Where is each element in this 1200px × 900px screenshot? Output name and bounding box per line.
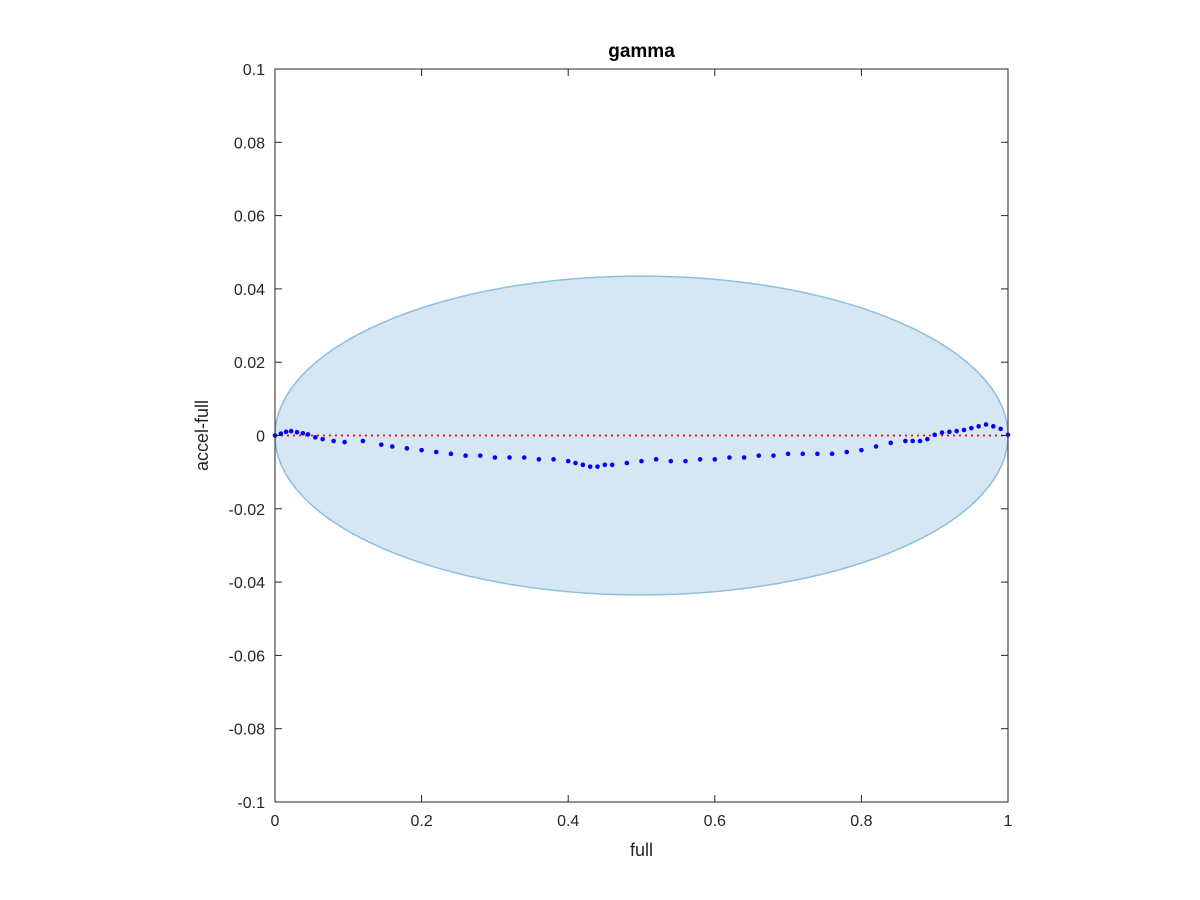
data-point — [976, 424, 981, 429]
data-point — [800, 451, 806, 457]
data-point — [741, 455, 747, 460]
data-point — [492, 455, 498, 460]
data-point — [278, 431, 284, 436]
data-point — [727, 455, 732, 460]
data-point — [785, 451, 791, 457]
y-tick-label: 0.04 — [234, 282, 265, 299]
data-point — [521, 455, 527, 460]
y-tick-label: 0.1 — [243, 62, 265, 79]
data-point — [969, 425, 974, 431]
data-point — [639, 458, 644, 464]
data-point — [873, 444, 879, 449]
chart-title: gamma — [608, 41, 675, 62]
y-tick-label: -0.1 — [237, 795, 265, 812]
data-point — [404, 446, 410, 451]
data-point — [389, 444, 395, 449]
data-point — [771, 453, 776, 458]
data-point — [829, 451, 835, 457]
data-point — [536, 457, 542, 462]
data-point — [477, 453, 483, 458]
data-point — [683, 458, 688, 464]
data-point — [888, 440, 894, 446]
data-point — [939, 430, 945, 435]
data-point — [925, 436, 930, 442]
data-point — [903, 438, 908, 444]
data-point — [815, 451, 820, 457]
data-point — [360, 438, 366, 444]
data-point — [378, 442, 384, 447]
data-point — [288, 428, 294, 434]
data-point — [961, 427, 967, 433]
x-tick-label: 0.8 — [850, 813, 872, 830]
data-point — [859, 447, 864, 453]
data-point — [991, 424, 996, 429]
y-tick-label: 0.08 — [234, 135, 265, 152]
data-point — [448, 451, 454, 457]
data-point — [565, 458, 571, 464]
data-point — [932, 432, 937, 438]
data-point — [283, 429, 289, 435]
y-tick-label: 0.06 — [234, 209, 265, 226]
data-point — [573, 460, 578, 466]
y-tick-label: -0.04 — [229, 575, 266, 592]
y-tick-label: -0.08 — [229, 722, 266, 739]
y-axis-label: accel-full — [192, 400, 212, 471]
data-point — [342, 439, 347, 445]
data-point — [463, 453, 468, 458]
x-tick-label: 0 — [271, 813, 280, 830]
data-point — [320, 436, 325, 442]
data-point — [998, 426, 1003, 432]
y-tick-label: 0 — [256, 429, 265, 446]
data-point — [433, 449, 439, 455]
y-tick-label: -0.06 — [229, 648, 266, 665]
data-point — [595, 464, 600, 469]
data-point — [551, 457, 556, 462]
x-tick-label: 0.4 — [557, 813, 579, 830]
data-point — [305, 432, 311, 437]
data-point — [294, 429, 300, 435]
x-tick-label: 0.2 — [410, 813, 432, 830]
data-point — [697, 457, 703, 462]
data-point — [668, 458, 674, 464]
data-point — [983, 422, 989, 427]
data-point — [712, 457, 718, 462]
y-tick-label: 0.02 — [234, 355, 265, 372]
data-point — [624, 460, 630, 466]
y-tick-label: -0.02 — [229, 502, 266, 519]
data-point — [507, 455, 512, 460]
data-point — [653, 457, 659, 462]
x-tick-label: 1 — [1004, 813, 1013, 830]
data-point — [580, 462, 586, 468]
data-point — [954, 428, 959, 434]
data-point — [313, 435, 318, 440]
data-point — [331, 438, 336, 444]
x-axis-label: full — [630, 840, 653, 860]
data-point — [947, 429, 952, 435]
data-point — [917, 438, 923, 444]
data-point — [419, 447, 424, 453]
data-point — [756, 453, 762, 458]
data-point — [844, 449, 850, 455]
x-tick-label: 0.6 — [704, 813, 726, 830]
data-point — [609, 462, 615, 468]
data-point — [300, 431, 306, 436]
data-point — [910, 438, 916, 444]
data-point — [602, 462, 608, 468]
data-point — [587, 464, 593, 469]
